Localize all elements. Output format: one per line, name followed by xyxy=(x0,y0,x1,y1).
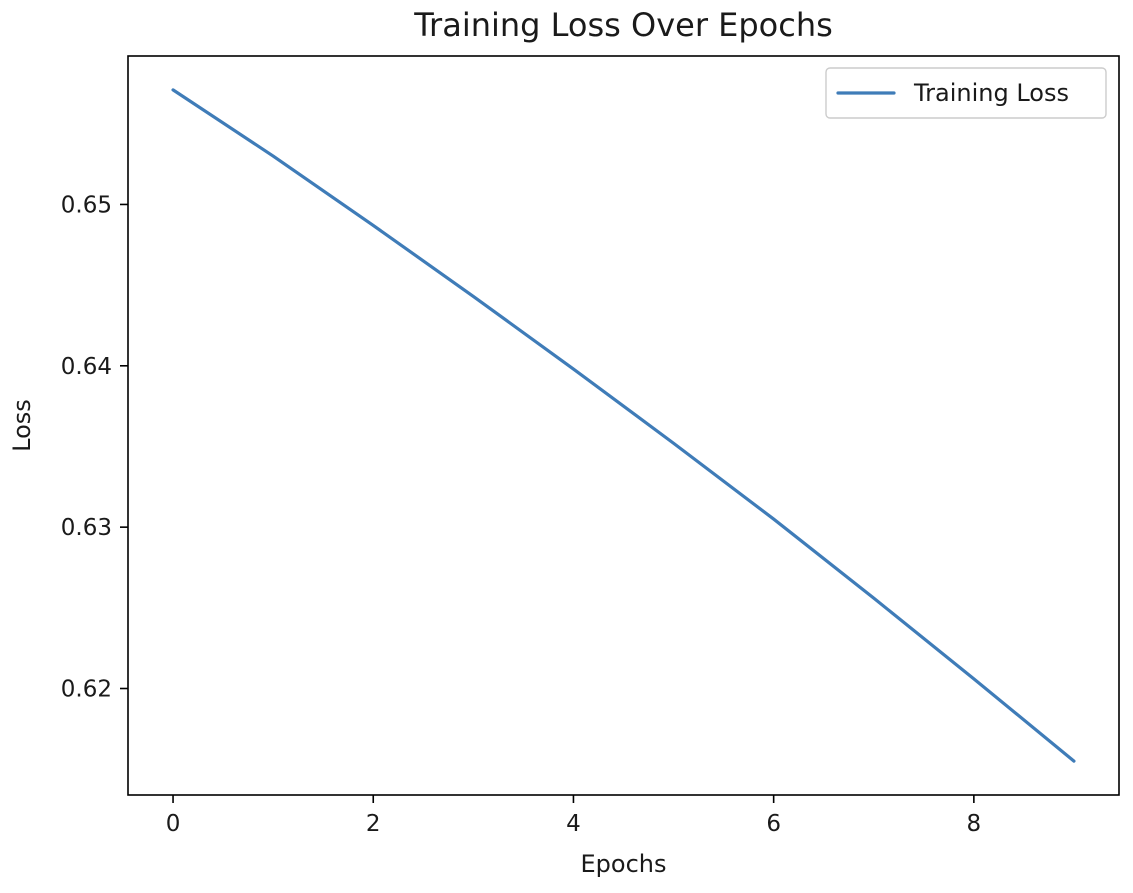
y-tick-label: 0.64 xyxy=(61,354,112,380)
y-tick-label: 0.65 xyxy=(61,192,112,218)
y-tick-label: 0.62 xyxy=(61,677,112,703)
x-tick-label: 6 xyxy=(766,811,781,837)
legend-label-training-loss: Training Loss xyxy=(913,79,1069,107)
chart-title: Training Loss Over Epochs xyxy=(413,6,833,44)
plot-area xyxy=(127,55,1120,796)
x-tick-label: 0 xyxy=(166,811,181,837)
legend-box xyxy=(825,67,1107,119)
series-line-training-loss xyxy=(171,88,1076,763)
y-axis-ticks: 0.62 0.63 0.64 0.65 xyxy=(61,192,128,703)
x-tick-label: 2 xyxy=(366,811,381,837)
x-tick-label: 8 xyxy=(967,811,982,837)
legend: Training Loss xyxy=(825,67,1107,119)
y-axis-label: Loss xyxy=(8,399,36,452)
y-tick-label: 0.63 xyxy=(61,515,112,541)
x-tick-label: 4 xyxy=(566,811,581,837)
x-axis-label: Epochs xyxy=(581,850,667,878)
x-axis-ticks: 0 2 4 6 8 xyxy=(166,795,981,837)
